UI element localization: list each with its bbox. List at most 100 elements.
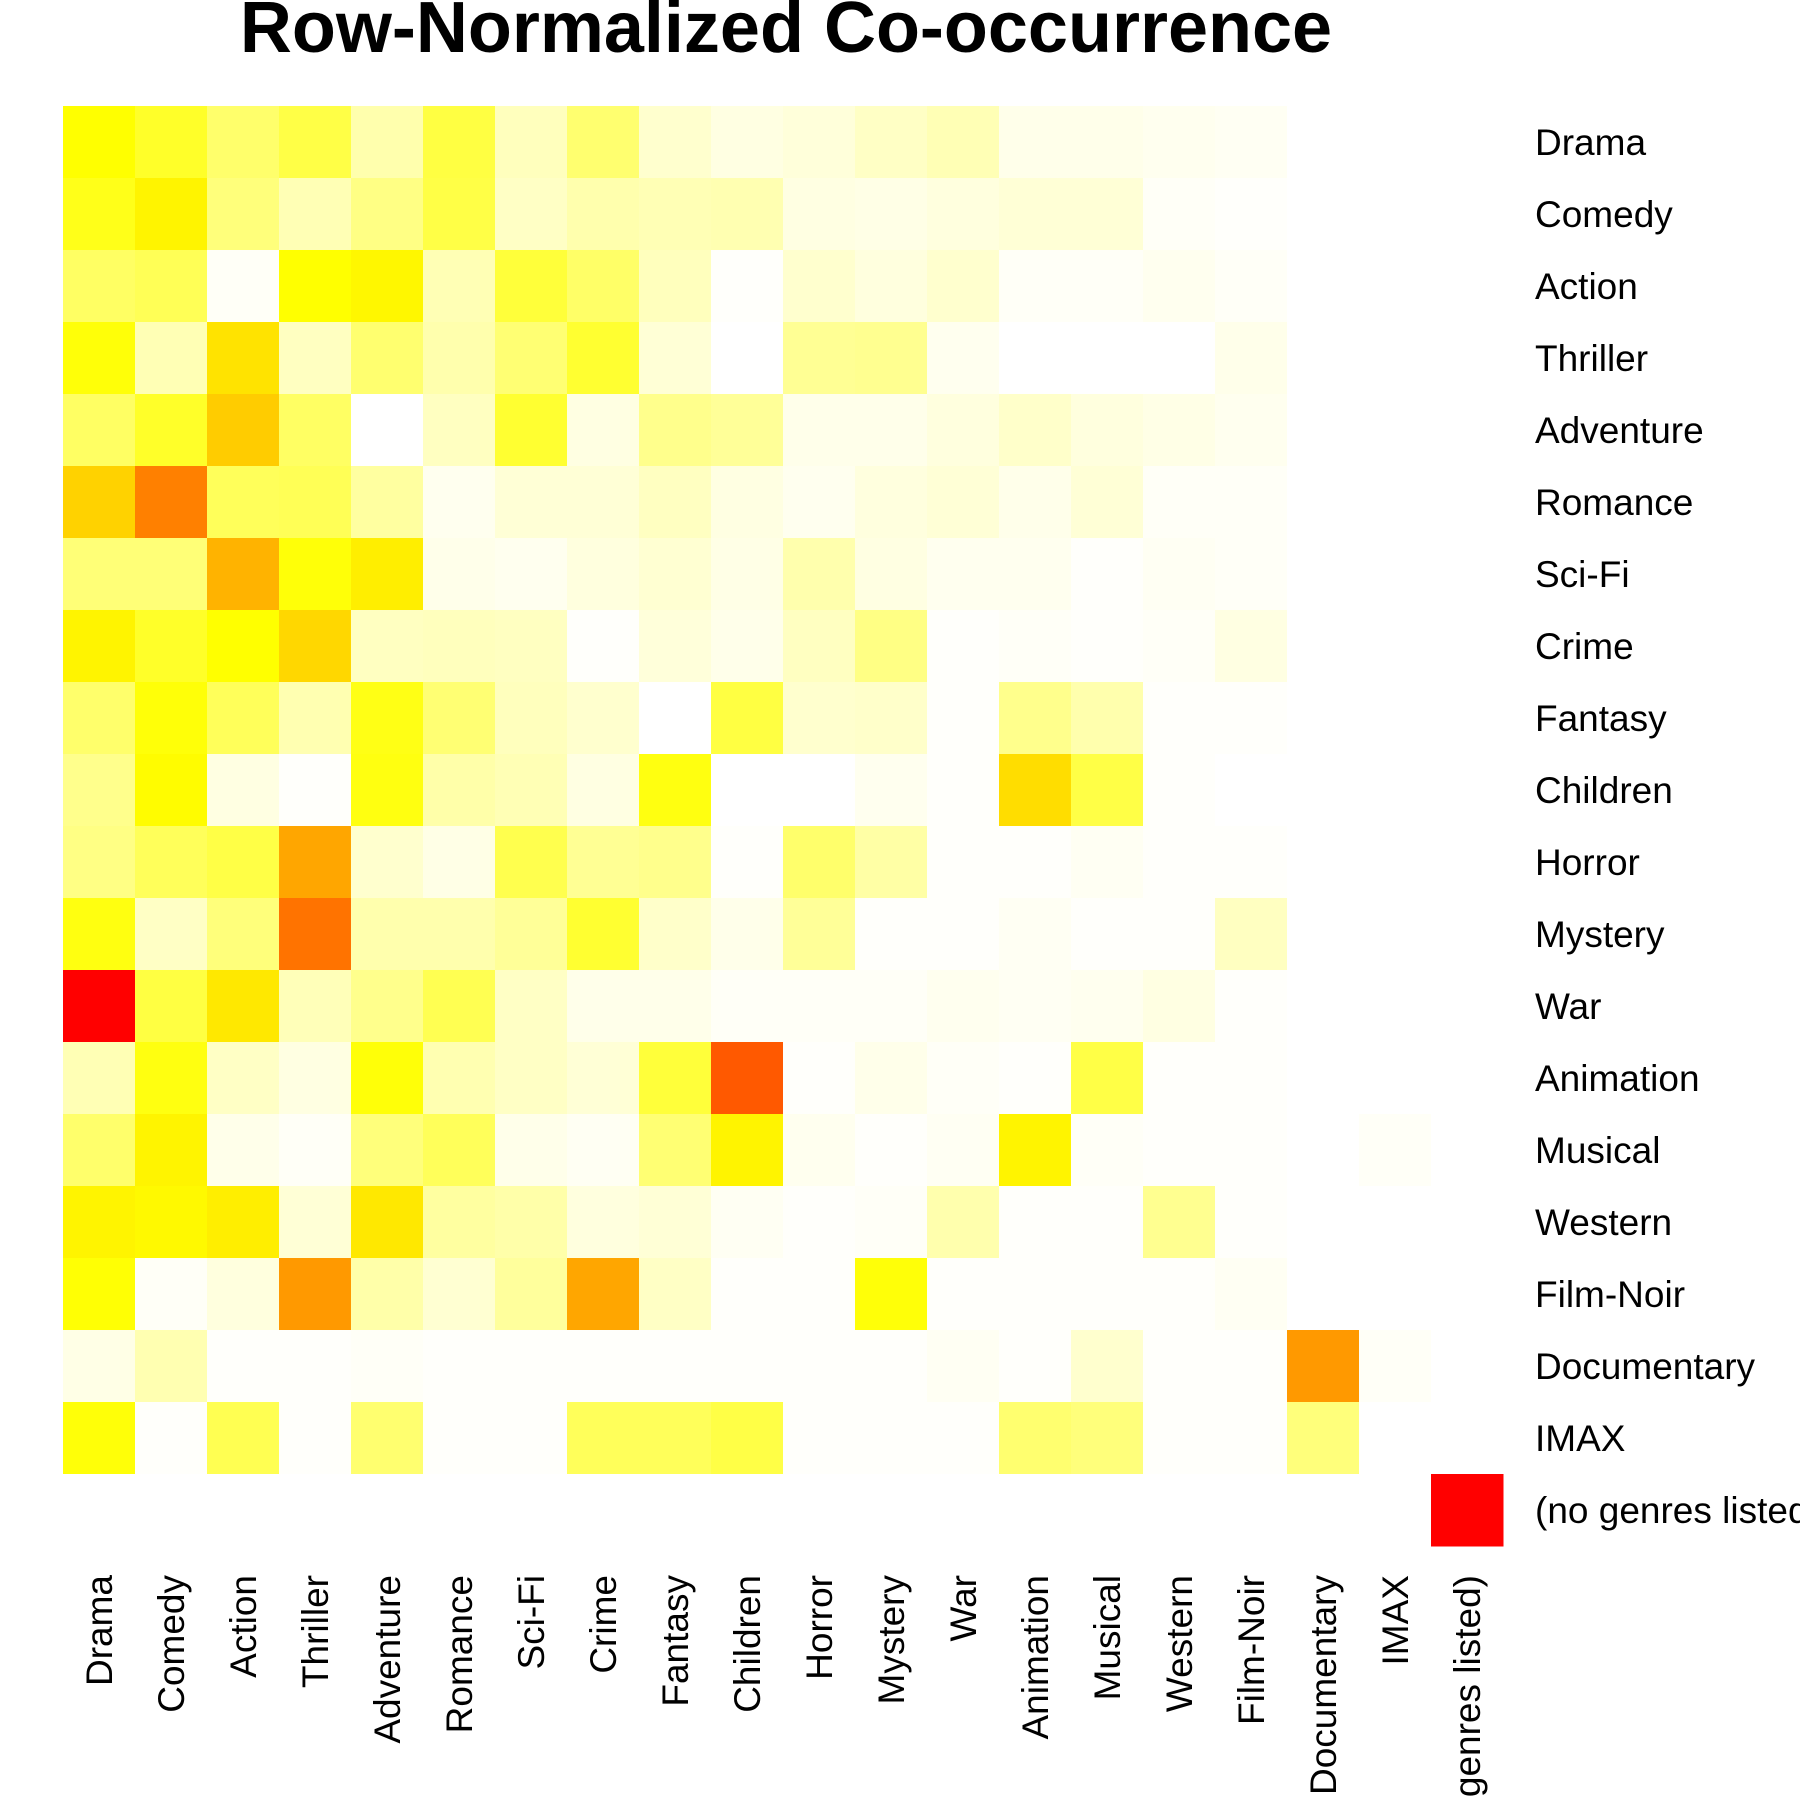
heatmap-cell-mystery-comedy (135, 898, 208, 971)
heatmap-cell-action-imax (1359, 250, 1432, 323)
heatmap-cell-comedy-film-noir (1215, 178, 1288, 251)
column-label-thriller: Thriller (295, 1575, 336, 1688)
heatmap-cell-western-musical (1071, 1186, 1144, 1259)
heatmap-cell-adventure-documentary (1287, 394, 1360, 467)
column-label-romance: Romance (439, 1575, 480, 1733)
heatmap-cell-western-adventure (351, 1186, 424, 1259)
heatmap-cell-comedy-horror (783, 178, 856, 251)
heatmap-cell-imax-imax (1359, 1402, 1432, 1475)
row-label-war: War (1535, 986, 1601, 1027)
heatmap-cell-musical-romance (423, 1114, 496, 1187)
heatmap-cell-sci-fi-action (207, 538, 280, 611)
heatmap-cell-musical-action (207, 1114, 280, 1187)
heatmap-cell-horror-film-noir (1215, 826, 1288, 899)
heatmap-cell-imax-western (1143, 1402, 1216, 1475)
heatmap-cell-horror-mystery (855, 826, 928, 899)
heatmap-cell-sci-fi-fantasy (639, 538, 712, 611)
heatmap-cell-action-comedy (135, 250, 208, 323)
heatmap-cell-comedy-imax (1359, 178, 1432, 251)
heatmap-cell-film-noir-horror (783, 1258, 856, 1331)
heatmap-cell-animation-documentary (1287, 1042, 1360, 1115)
heatmap-cell-documentary-comedy (135, 1330, 208, 1403)
heatmap-cell-children-film-noir (1215, 754, 1288, 827)
heatmap-cell-documentary-animation (999, 1330, 1072, 1403)
heatmap-cell-western-documentary (1287, 1186, 1360, 1259)
heatmap-cell-documentary-children (711, 1330, 784, 1403)
heatmap-cell-animation-war (927, 1042, 1000, 1115)
heatmap-cell-imax-comedy (135, 1402, 208, 1475)
heatmap-cell-romance-children (711, 466, 784, 539)
heatmap-cell-film-noir-thriller (279, 1258, 352, 1331)
heatmap-cell-thriller-film-noir (1215, 322, 1288, 395)
heatmap-cell-romance-mystery (855, 466, 928, 539)
heatmap-cell-children-western (1143, 754, 1216, 827)
heatmap-cell-imax-horror (783, 1402, 856, 1475)
heatmap-cell-action-film-noir (1215, 250, 1288, 323)
heatmap-cell-comedy-children (711, 178, 784, 251)
heatmap-cell-documentary-documentary (1287, 1330, 1360, 1403)
heatmap-cell-no-genres-listed-no-genres-listed (1431, 1474, 1504, 1547)
heatmap-cell-sci-fi-sci-fi (495, 538, 568, 611)
heatmap-cell-musical-imax (1359, 1114, 1432, 1187)
heatmap-cell-drama-adventure (351, 106, 424, 179)
heatmap-cell-documentary-fantasy (639, 1330, 712, 1403)
heatmap-cell-fantasy-children (711, 682, 784, 755)
heatmap-cell-animation-mystery (855, 1042, 928, 1115)
heatmap-cell-imax-animation (999, 1402, 1072, 1475)
heatmap-cell-children-documentary (1287, 754, 1360, 827)
heatmap-cell-horror-drama (63, 826, 136, 899)
heatmap-cell-fantasy-sci-fi (495, 682, 568, 755)
heatmap-cell-children-mystery (855, 754, 928, 827)
heatmap-cell-horror-fantasy (639, 826, 712, 899)
heatmap-cell-western-action (207, 1186, 280, 1259)
heatmap-cell-action-adventure (351, 250, 424, 323)
heatmap-cell-action-crime (567, 250, 640, 323)
heatmap-cell-sci-fi-comedy (135, 538, 208, 611)
heatmap-cell-animation-imax (1359, 1042, 1432, 1115)
heatmap-cell-romance-crime (567, 466, 640, 539)
heatmap-cell-western-imax (1359, 1186, 1432, 1259)
heatmap-cell-documentary-thriller (279, 1330, 352, 1403)
heatmap-cell-romance-documentary (1287, 466, 1360, 539)
column-label-animation: Animation (1015, 1575, 1056, 1740)
heatmap-cell-children-children (711, 754, 784, 827)
heatmap-cell-adventure-crime (567, 394, 640, 467)
heatmap-cell-documentary-mystery (855, 1330, 928, 1403)
heatmap-cell-film-noir-documentary (1287, 1258, 1360, 1331)
row-label-fantasy: Fantasy (1535, 698, 1667, 739)
heatmap-cell-western-war (927, 1186, 1000, 1259)
heatmap-cell-fantasy-western (1143, 682, 1216, 755)
heatmap-cell-adventure-horror (783, 394, 856, 467)
heatmap-cell-war-crime (567, 970, 640, 1043)
heatmap-cell-children-musical (1071, 754, 1144, 827)
heatmap-cell-crime-crime (567, 610, 640, 683)
heatmap-cell-western-drama (63, 1186, 136, 1259)
heatmap-cell-comedy-no-genres-listed (1431, 178, 1504, 251)
heatmap-cell-film-noir-comedy (135, 1258, 208, 1331)
heatmap-cell-adventure-no-genres-listed (1431, 394, 1504, 467)
heatmap-cell-adventure-mystery (855, 394, 928, 467)
heatmap-cell-musical-children (711, 1114, 784, 1187)
heatmap-cell-war-drama (63, 970, 136, 1043)
heatmap-cell-action-western (1143, 250, 1216, 323)
heatmap-cell-sci-fi-crime (567, 538, 640, 611)
heatmap-cell-children-romance (423, 754, 496, 827)
heatmap-cell-horror-crime (567, 826, 640, 899)
heatmap-cell-comedy-comedy (135, 178, 208, 251)
heatmap-cell-horror-sci-fi (495, 826, 568, 899)
column-label-horror: Horror (799, 1575, 840, 1680)
heatmap-cell-mystery-imax (1359, 898, 1432, 971)
heatmap-cell-imax-documentary (1287, 1402, 1360, 1475)
heatmap-cell-musical-western (1143, 1114, 1216, 1187)
heatmap-cell-musical-war (927, 1114, 1000, 1187)
heatmap-cell-film-noir-sci-fi (495, 1258, 568, 1331)
heatmap-cell-children-comedy (135, 754, 208, 827)
heatmap-cell-sci-fi-romance (423, 538, 496, 611)
row-labels: Drama Comedy Action Thriller Adventure Romanc… (1535, 122, 1800, 1531)
heatmap-cell-imax-musical (1071, 1402, 1144, 1475)
heatmap-cell-no-genres-listed-comedy (135, 1474, 208, 1547)
heatmap-cell-imax-romance (423, 1402, 496, 1475)
heatmap-cell-crime-children (711, 610, 784, 683)
heatmap-cell-action-action (207, 250, 280, 323)
heatmap-cell-mystery-romance (423, 898, 496, 971)
